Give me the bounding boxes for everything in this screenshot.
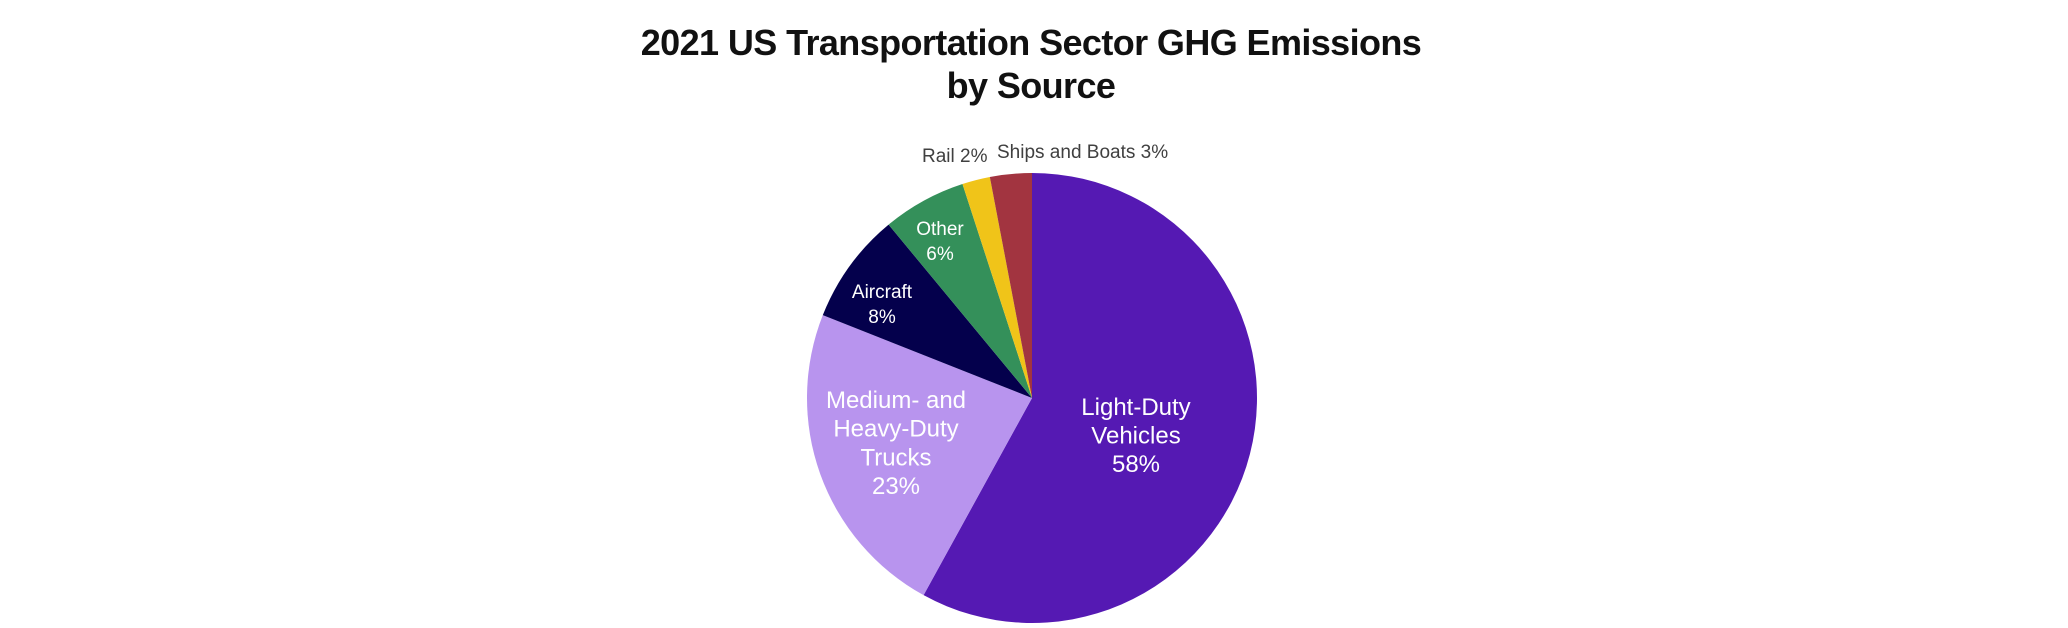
- pie-slice-aircraft: [822, 224, 1032, 398]
- slice-label-line: Trucks: [860, 444, 931, 471]
- slice-label-line: Medium- and: [826, 387, 966, 414]
- chart-title-line-2: by Source: [947, 65, 1116, 106]
- slice-label-line: Ships and Boats 3%: [997, 142, 1168, 163]
- slice-label-line: Heavy-Duty: [833, 416, 958, 443]
- slice-label-rail: Rail 2%: [922, 146, 988, 167]
- pie-slices: [806, 173, 1258, 623]
- pie-slice-light-duty-vehicles: [923, 173, 1258, 623]
- slice-label-line: 58%: [1112, 451, 1160, 478]
- slice-labels: Light-Duty Vehicles 58% Medium- and Heavy-Du…: [826, 142, 1191, 500]
- pie-slice-medium-and-heavy-duty-trucks: [806, 315, 1032, 596]
- slice-label-line: Aircraft: [852, 282, 913, 303]
- slice-label-light-duty-vehicles: Light-Duty Vehicles 58%: [1081, 394, 1190, 478]
- slice-label-aircraft: Aircraft 8%: [852, 282, 913, 328]
- slice-label-line: Vehicles: [1091, 423, 1180, 450]
- slice-label-ships-and-boats: Ships and Boats 3%: [997, 142, 1168, 163]
- pie-slice-ships-and-boats: [989, 173, 1032, 398]
- slice-label-medium-and-heavy-duty-trucks: Medium- and Heavy-Duty Trucks 23%: [826, 387, 966, 500]
- chart-title: 2021 US Transportation Sector GHG Emissi…: [641, 22, 1422, 106]
- slice-label-line: Other: [916, 219, 964, 240]
- pie-slice-rail: [962, 176, 1032, 398]
- chart-title-line-1: 2021 US Transportation Sector GHG Emissi…: [641, 22, 1421, 63]
- slice-label-other: Other 6%: [916, 219, 964, 265]
- slice-label-line: 8%: [868, 307, 896, 328]
- pie-slice-other: [888, 184, 1032, 398]
- slice-label-line: 23%: [872, 473, 920, 500]
- slice-label-line: Light-Duty: [1081, 394, 1190, 421]
- slice-label-line: 6%: [926, 244, 954, 265]
- slice-label-line: Rail 2%: [922, 146, 988, 167]
